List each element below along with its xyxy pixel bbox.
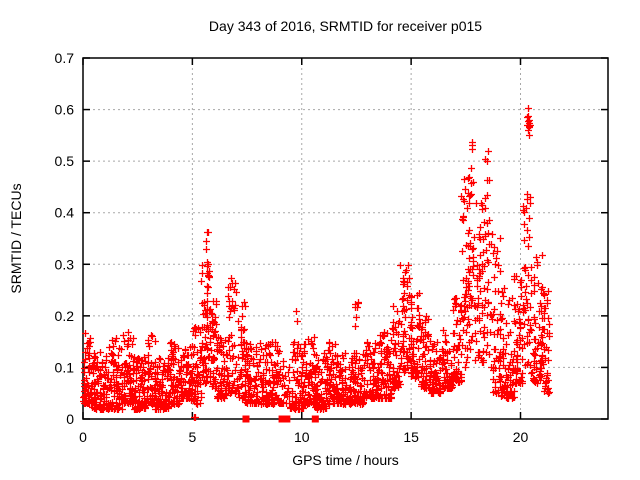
x-tick-label: 0 <box>79 429 87 445</box>
x-tick-label: 15 <box>403 429 419 445</box>
y-axis-label: SRMTID / TECUs <box>8 183 24 293</box>
y-tick-label: 0.4 <box>55 205 75 221</box>
x-tick-label: 20 <box>513 429 529 445</box>
y-tick-label: 0.1 <box>55 359 75 375</box>
chart-title: Day 343 of 2016, SRMTID for receiver p01… <box>209 18 482 34</box>
y-tick-label: 0.7 <box>55 50 75 66</box>
y-tick-label: 0.2 <box>55 308 75 324</box>
plus-markers <box>80 105 553 421</box>
x-tick-label: 5 <box>188 429 196 445</box>
zero-square-marker <box>242 415 250 423</box>
plot-border <box>82 57 609 420</box>
zero-square-marker <box>311 415 319 423</box>
x-axis-label: GPS time / hours <box>292 452 399 468</box>
zero-square-marker <box>283 415 291 423</box>
tick-labels: 0 5 10 15 20 0 0.1 0.2 0.3 0.4 0.5 0.6 0.7 <box>55 50 529 445</box>
plot-border-and-ticks <box>82 57 609 420</box>
scatter-points <box>80 105 553 423</box>
y-tick-label: 0.6 <box>55 102 75 118</box>
x-tick-label: 10 <box>294 429 310 445</box>
y-tick-label: 0.5 <box>55 153 75 169</box>
y-tick-label: 0.3 <box>55 256 75 272</box>
y-tick-label: 0 <box>66 411 74 427</box>
